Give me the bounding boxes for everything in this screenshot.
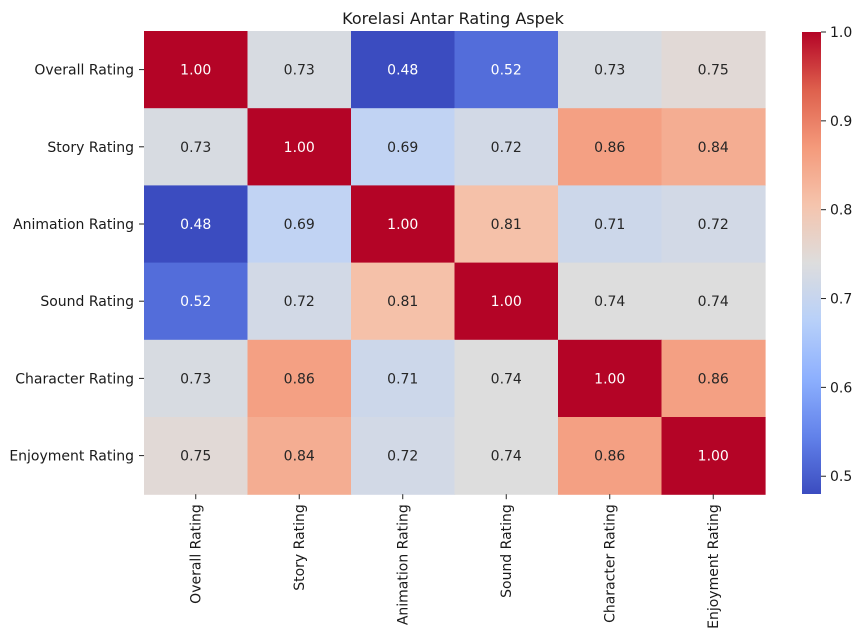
cell-annotation-r5-c1: 0.84 [284,449,315,465]
cell-annotation-r2-c3: 0.81 [491,217,522,233]
cell-annotation-r2-c1: 0.69 [284,217,315,233]
heatmap-cell-r1-c4 [558,108,663,186]
heatmap-cell-r3-c4 [558,262,663,341]
row-label-4: Character Rating [15,371,134,387]
colorbar-tick-label-5: 1.0 [830,25,852,41]
heatmap-cell-r1-c2 [351,108,456,186]
column-label-0: Overall Rating [189,504,205,604]
cell-annotation-r5-c2: 0.72 [387,449,418,465]
heatmap-cell-r1-c5 [661,108,766,186]
cell-annotation-r4-c1: 0.86 [284,371,315,387]
heatmap-cells: 1.00 0.73 0.48 0.52 0.73 0.75 0.73 1.00 0.69 0.72… [144,31,766,495]
heatmap-cell-r0-c2 [351,31,456,109]
cell-annotation-r3-c0: 0.52 [180,294,211,310]
heatmap-cell-r2-c1 [247,185,352,264]
cell-annotation-r1-c1: 1.00 [284,140,315,156]
cell-annotation-r2-c2: 1.00 [387,217,418,233]
colorbar: 0.5 0.6 0.7 0.8 0.9 1.0 [802,25,852,494]
column-label-4: Character Rating [603,504,619,623]
column-labels: Overall Rating Story Rating Animation Rati… [189,494,722,629]
heatmap-cell-r0-c0 [144,31,249,109]
heatmap-cell-r3-c1 [247,262,352,341]
row-label-5: Enjoyment Rating [9,449,134,465]
heatmap-cell-r5-c5 [661,417,766,495]
heatmap-cell-r2-c4 [558,185,663,264]
cell-annotation-r4-c4: 1.00 [594,371,625,387]
colorbar-tick-label-2: 0.7 [830,292,852,308]
heatmap-cell-r1-c3 [454,108,559,186]
cell-annotation-r2-c4: 0.71 [594,217,625,233]
cell-annotation-r4-c5: 0.86 [698,371,729,387]
heatmap-cell-r4-c4 [558,339,663,418]
row-label-1: Story Rating [47,140,134,156]
cell-annotation-r3-c2: 0.81 [387,294,418,310]
colorbar-tick-label-0: 0.5 [830,469,852,485]
cell-annotation-r0-c5: 0.75 [698,63,729,79]
heatmap-cell-r4-c3 [454,339,559,418]
heatmap-cell-r5-c4 [558,417,663,495]
heatmap-cell-r3-c3 [454,262,559,341]
heatmap-cell-r0-c1 [247,31,352,109]
heatmap-cell-r1-c0 [144,108,249,186]
cell-annotation-r0-c3: 0.52 [491,63,522,79]
heatmap-cell-r5-c2 [351,417,456,495]
chart-title: Korelasi Antar Rating Aspek [342,9,564,28]
heatmap-cell-r0-c4 [558,31,663,109]
cell-annotation-r3-c5: 0.74 [698,294,729,310]
heatmap-cell-r2-c0 [144,185,249,264]
heatmap-cell-r3-c0 [144,262,249,341]
cell-annotation-r3-c4: 0.74 [594,294,625,310]
heatmap-cell-r5-c0 [144,417,249,495]
column-label-5: Enjoyment Rating [706,504,722,629]
row-labels: Overall Rating Story Rating Animation Rati… [9,63,144,465]
heatmap-cell-r4-c2 [351,339,456,418]
heatmap-cell-r1-c1 [247,108,352,186]
cell-annotation-r1-c5: 0.84 [698,140,729,156]
heatmap-cell-r2-c2 [351,185,456,264]
row-label-2: Animation Rating [13,217,134,233]
heatmap-cell-r5-c1 [247,417,352,495]
cell-annotation-r2-c5: 0.72 [698,217,729,233]
heatmap-cell-r2-c3 [454,185,559,264]
cell-annotation-r1-c3: 0.72 [491,140,522,156]
heatmap-cell-r0-c3 [454,31,559,109]
cell-annotation-r4-c3: 0.74 [491,371,522,387]
cell-annotation-r5-c0: 0.75 [180,449,211,465]
cell-annotation-r0-c0: 1.00 [180,63,211,79]
heatmap-cell-r3-c2 [351,262,456,341]
heatmap-cell-r4-c5 [661,339,766,418]
heatmap-cell-r5-c3 [454,417,559,495]
cell-annotation-r1-c4: 0.86 [594,140,625,156]
row-label-0: Overall Rating [34,63,134,79]
cell-annotation-r2-c0: 0.48 [180,217,211,233]
heatmap-cell-r0-c5 [661,31,766,109]
cell-annotation-r5-c4: 0.86 [594,449,625,465]
cell-annotation-r3-c1: 0.72 [284,294,315,310]
cell-annotation-r5-c3: 0.74 [491,449,522,465]
heatmap-cell-r2-c5 [661,185,766,264]
colorbar-tick-label-4: 0.9 [830,114,852,130]
cell-annotation-r3-c3: 1.00 [491,294,522,310]
cell-annotation-r0-c1: 0.73 [284,63,315,79]
cell-annotation-r1-c0: 0.73 [180,140,211,156]
colorbar-tick-label-1: 0.6 [830,380,852,396]
colorbar-gradient [802,32,821,494]
colorbar-tick-label-3: 0.8 [830,203,852,219]
heatmap-cell-r4-c0 [144,339,249,418]
cell-annotation-r4-c0: 0.73 [180,371,211,387]
cell-annotation-r4-c2: 0.71 [387,371,418,387]
row-label-3: Sound Rating [40,294,134,310]
heatmap-cell-r3-c5 [661,262,766,341]
column-label-3: Sound Rating [499,504,515,598]
heatmap-cell-r4-c1 [247,339,352,418]
cell-annotation-r5-c5: 1.00 [698,449,729,465]
cell-annotation-r0-c2: 0.48 [387,63,418,79]
column-label-1: Story Rating [292,504,308,591]
cell-annotation-r1-c2: 0.69 [387,140,418,156]
column-label-2: Animation Rating [396,504,412,625]
cell-annotation-r0-c4: 0.73 [594,63,625,79]
